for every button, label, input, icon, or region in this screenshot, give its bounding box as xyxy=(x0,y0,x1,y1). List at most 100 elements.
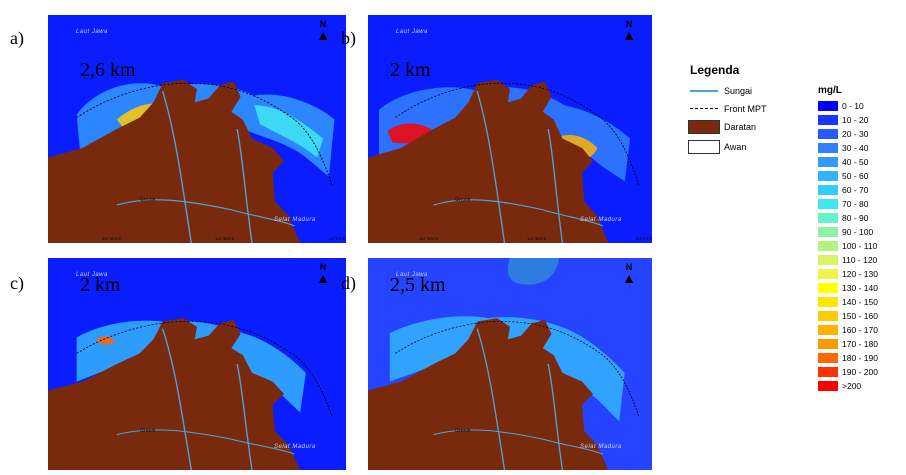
north-arrow-icon: N ▲ xyxy=(622,262,636,286)
scale-class: 170 - 180 xyxy=(818,339,878,349)
cloud-gap-area xyxy=(507,258,560,285)
scale-class-label: 150 - 160 xyxy=(842,311,878,321)
river-line xyxy=(547,128,564,243)
scale-class: 40 - 50 xyxy=(818,157,868,167)
river-line xyxy=(547,363,564,470)
scale-class-label: 130 - 140 xyxy=(842,283,878,293)
river-line xyxy=(433,199,604,227)
color-swatch xyxy=(818,129,838,139)
scale-class-label: 120 - 130 xyxy=(842,269,878,279)
river-line xyxy=(161,328,192,470)
color-swatch xyxy=(818,157,838,167)
river-line-icon xyxy=(688,84,720,98)
color-swatch xyxy=(818,227,838,237)
north-arrow-icon: N ▲ xyxy=(316,262,330,286)
river-line xyxy=(433,429,604,455)
longitude-tick-label: 112°45'0"E xyxy=(527,236,547,241)
sea-label-top: Laut Jawa xyxy=(396,29,428,35)
color-swatch xyxy=(818,339,838,349)
scale-class-label: 20 - 30 xyxy=(842,129,869,139)
color-swatch xyxy=(818,297,838,307)
dashed-line-icon xyxy=(688,102,720,116)
legend-item-label: Awan xyxy=(724,142,747,152)
scale-class-label: 80 - 90 xyxy=(842,213,869,223)
scale-class: 60 - 70 xyxy=(818,185,868,195)
land-area xyxy=(48,79,301,243)
legend-item-land: Daratan xyxy=(688,120,756,134)
river-line xyxy=(236,363,253,470)
scale-class: >200 xyxy=(818,381,861,391)
scale-class: 80 - 90 xyxy=(818,213,868,223)
scale-class: 90 - 100 xyxy=(818,227,873,237)
panel-letter: a) xyxy=(10,28,24,48)
scale-class-label: 10 - 20 xyxy=(842,115,869,125)
scale-class: 160 - 170 xyxy=(818,325,878,335)
longitude-tick-label: 113°0'0"E xyxy=(328,236,346,241)
city-label: Gresik xyxy=(455,428,471,434)
scale-class-label: 190 - 200 xyxy=(842,367,878,377)
scale-unit: mg/L xyxy=(818,85,842,96)
scale-class: 100 - 110 xyxy=(818,241,877,251)
scale-class: 110 - 120 xyxy=(818,255,877,265)
sea-label-bottom: Selat Madura xyxy=(274,217,316,223)
color-swatch xyxy=(818,213,838,223)
front-mpt-line xyxy=(395,82,640,187)
color-swatch xyxy=(818,241,838,251)
distance-label: 2 km xyxy=(390,59,431,81)
legend-item-front-mpt: Front MPT xyxy=(688,102,767,116)
legend-item-label: Front MPT xyxy=(724,104,767,114)
land-fill-icon xyxy=(688,120,720,134)
color-swatch xyxy=(818,199,838,209)
distance-label: 2,6 km xyxy=(80,59,136,81)
sea-label-bottom: Selat Madura xyxy=(580,444,622,450)
scale-class-label: 70 - 80 xyxy=(842,199,869,209)
front-mpt-line xyxy=(76,321,333,418)
sea-label-top: Laut Jawa xyxy=(76,29,108,35)
land-area xyxy=(368,79,609,243)
scale-class-label: 170 - 180 xyxy=(842,339,878,349)
scale-class-label: 60 - 70 xyxy=(842,185,869,195)
color-swatch xyxy=(818,269,838,279)
color-swatch xyxy=(818,171,838,181)
scale-class: 190 - 200 xyxy=(818,367,878,377)
sea-label-top: Laut Jawa xyxy=(396,272,428,278)
legend-item-label: Daratan xyxy=(724,122,757,132)
scale-class-label: 100 - 110 xyxy=(842,241,878,251)
turbidity-plume xyxy=(76,320,306,413)
color-swatch xyxy=(818,283,838,293)
land-area xyxy=(368,318,609,470)
distance-label: 2,5 km xyxy=(390,274,446,296)
scale-class: 120 - 130 xyxy=(818,269,878,279)
legend-title: Legenda xyxy=(690,63,740,77)
cloud-outline-icon xyxy=(688,140,720,154)
river-line xyxy=(476,90,506,243)
color-swatch xyxy=(818,185,838,195)
legend-item-cloud: Awan xyxy=(688,140,746,154)
river-line xyxy=(161,90,192,243)
river-line xyxy=(116,429,295,455)
color-swatch xyxy=(818,325,838,335)
longitude-tick-label: 112°30'0"E xyxy=(419,236,439,241)
scale-class-label: 110 - 120 xyxy=(842,255,878,265)
legend-item-label: Sungai xyxy=(724,86,753,96)
panel-letter: b) xyxy=(341,28,356,48)
river-line xyxy=(116,199,295,227)
distance-label: 2 km xyxy=(80,274,121,296)
scale-class: 20 - 30 xyxy=(818,129,868,139)
turbidity-plume xyxy=(254,105,324,158)
color-swatch xyxy=(818,381,838,391)
north-arrow-icon: N ▲ xyxy=(316,19,330,43)
scale-class-label: 40 - 50 xyxy=(842,157,869,167)
longitude-tick-label: 112°45'0"E xyxy=(215,236,235,241)
scale-class: 10 - 20 xyxy=(818,115,868,125)
scale-class-label: 160 - 170 xyxy=(842,325,878,335)
scale-class: 130 - 140 xyxy=(818,283,878,293)
legend-item-river: Sungai xyxy=(688,84,752,98)
sea-label-top: Laut Jawa xyxy=(76,272,108,278)
longitude-tick-label: 113°0'0"E xyxy=(635,236,652,241)
scale-class: 180 - 190 xyxy=(818,353,878,363)
longitude-tick-label: 112°30'0"E xyxy=(102,236,122,241)
turbidity-plume xyxy=(389,316,625,422)
